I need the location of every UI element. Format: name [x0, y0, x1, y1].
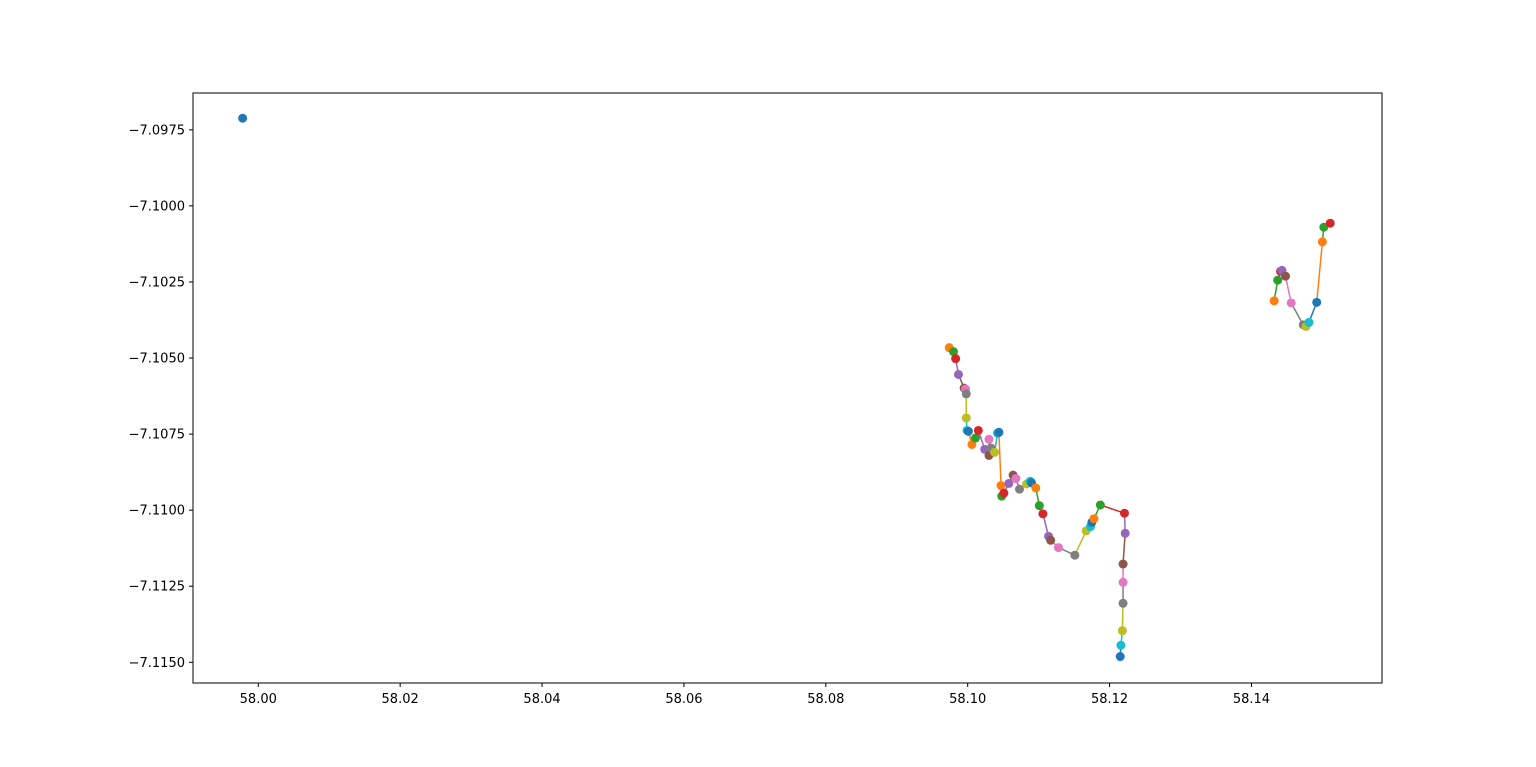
data-point: [953, 369, 963, 379]
x-tick-label: 58.00: [240, 692, 277, 707]
data-point: [1095, 500, 1105, 510]
data-point: [1118, 577, 1128, 587]
y-tick-label: −7.0975: [129, 123, 185, 138]
y-tick-label: −7.1075: [129, 428, 185, 443]
data-point: [951, 354, 961, 364]
x-tick-label: 58.08: [807, 692, 844, 707]
data-point: [1116, 640, 1126, 650]
data-point: [963, 426, 973, 436]
x-tick-label: 58.06: [665, 692, 702, 707]
data-point: [1115, 652, 1125, 662]
data-point: [1046, 535, 1056, 545]
data-point: [1118, 559, 1128, 569]
x-tick-label: 58.12: [1091, 692, 1128, 707]
data-point: [970, 433, 980, 443]
data-point: [1273, 275, 1283, 285]
y-tick-label: −7.1000: [129, 199, 185, 214]
series-line-segment: [1122, 533, 1126, 565]
x-tick-label: 58.10: [949, 692, 986, 707]
x-tick-label: 58.14: [1233, 692, 1270, 707]
series-line-segment: [998, 432, 1002, 486]
data-point: [973, 425, 983, 435]
series-points: [238, 113, 1335, 662]
data-point: [1070, 550, 1080, 560]
x-tick-label: 58.02: [382, 692, 419, 707]
data-point: [996, 481, 1006, 491]
data-point: [1120, 528, 1130, 538]
plot-area: [238, 113, 1335, 662]
data-point: [1312, 297, 1322, 307]
data-point: [984, 434, 994, 444]
series-line-segment: [1284, 276, 1292, 304]
data-point: [1089, 514, 1099, 524]
data-point: [1317, 237, 1327, 247]
data-point: [1117, 626, 1127, 636]
y-tick-label: −7.1025: [129, 275, 185, 290]
x-tick-label: 58.04: [523, 692, 560, 707]
data-point: [1054, 543, 1064, 553]
data-point: [1014, 484, 1024, 494]
data-point: [1119, 508, 1129, 518]
data-point: [1269, 296, 1279, 306]
data-point: [1004, 478, 1014, 488]
data-point: [990, 447, 1000, 457]
data-point: [999, 488, 1009, 498]
y-tick-label: −7.1150: [129, 656, 185, 671]
data-point: [949, 347, 959, 357]
data-point: [1325, 218, 1335, 228]
data-point: [994, 427, 1004, 437]
data-point: [1038, 509, 1048, 519]
data-point: [961, 389, 971, 399]
data-point: [238, 113, 248, 123]
y-tick-label: −7.1050: [129, 352, 185, 367]
axes-frame: [192, 92, 1383, 684]
y-tick-label: −7.1100: [129, 504, 185, 519]
data-point: [1034, 501, 1044, 511]
data-point: [1011, 474, 1021, 484]
data-point: [1281, 271, 1291, 281]
series-line-segment: [1121, 603, 1124, 631]
data-point: [961, 413, 971, 423]
data-point: [1286, 298, 1296, 308]
data-point: [1118, 598, 1128, 608]
data-point: [1031, 483, 1041, 493]
data-point: [1304, 317, 1314, 327]
x-axis: 58.00 58.02 58.04 58.06 58.08 58.10 58.12 58.14: [240, 683, 1270, 707]
series-line-segment: [1315, 241, 1324, 303]
y-axis: −7.0975 −7.1000 −7.1025 −7.1050 −7.1075 −7.11…: [129, 123, 193, 671]
y-tick-label: −7.1125: [129, 580, 185, 595]
